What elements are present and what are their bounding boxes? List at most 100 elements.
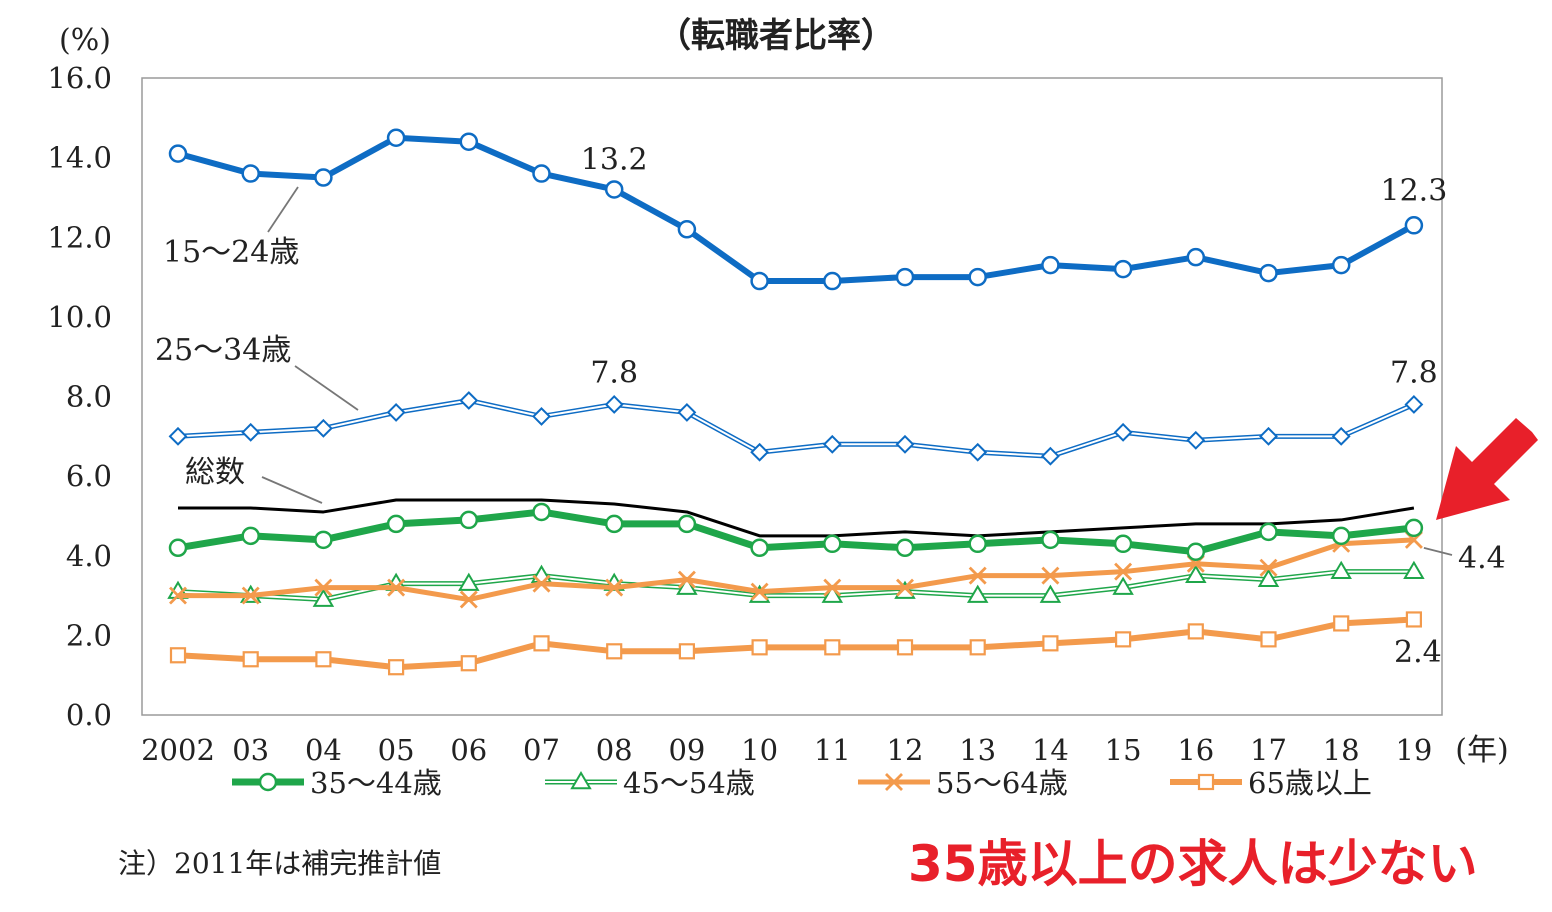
data-label-55-64-2019: 4.4 [1458,541,1506,576]
x-tick-label: 16 [1177,733,1214,767]
data-point [315,651,332,668]
data-point [1041,566,1060,585]
data-point [1331,526,1351,546]
data-point [168,144,188,163]
legend-label: 65歳以上 [1248,766,1372,800]
data-label-25-34-2008: 7.8 [590,355,638,390]
x-tick-label: 05 [378,733,415,767]
data-point [1112,576,1134,595]
data-point [314,578,333,597]
data-point [1113,422,1133,442]
data-point [604,514,624,534]
legend-item-age45_54: 45～54歳 [545,766,755,800]
data-label-15-24-2019: 12.3 [1381,173,1448,208]
y-tick-label: 4.0 [66,539,112,573]
data-point [896,578,914,597]
data-point [314,168,333,187]
y-tick-label: 2.0 [66,618,112,652]
data-point [895,538,915,558]
data-label-65plus-2019: 2.4 [1394,635,1442,670]
series-age25_34 [168,391,1424,466]
x-unit-label: (年) [1455,733,1508,768]
data-point [1039,584,1062,603]
data-point [1186,247,1206,267]
x-tick-label: 08 [596,733,633,767]
plot-frame [141,77,1443,716]
data-point [459,590,478,609]
leader-line [1423,546,1453,556]
leader-line [294,365,359,411]
data-point [532,164,551,183]
data-point [968,566,987,585]
data-point [604,395,624,414]
y-tick-label: 0.0 [66,698,112,732]
data-label-15-24-2008: 13.2 [581,142,648,177]
series-total [178,498,1415,538]
series-line [178,537,1415,603]
series-age35_44 [168,502,1424,562]
data-point [895,434,915,454]
data-point [821,584,844,603]
x-tick-label: 2002 [141,733,215,767]
data-point [605,578,624,597]
x-tick-label: 12 [887,733,924,767]
data-point [242,651,259,668]
y-tick-label: 8.0 [66,380,112,414]
data-point [1040,446,1060,466]
data-point [169,586,187,605]
data-point [1186,542,1206,562]
data-point [823,271,842,291]
data-point [1331,426,1351,446]
data-point [677,403,697,422]
data-point [750,271,769,291]
data-point [387,578,406,597]
x-tick-label: 18 [1323,733,1360,767]
data-point [168,426,188,446]
data-point [1187,623,1204,640]
data-point [750,538,769,558]
series-line [177,134,1416,285]
data-point [1403,560,1425,579]
series-age15_24 [168,128,1424,291]
data-point [1197,773,1215,791]
y-tick-label: 6.0 [66,459,112,493]
data-point [822,434,842,454]
data-label-25-34-2019: 7.8 [1390,355,1438,390]
data-point [1259,522,1278,542]
data-point [241,586,260,605]
data-point [1404,518,1424,538]
series-group [167,128,1425,676]
data-point [823,578,842,597]
data-point [750,442,770,462]
data-point [1114,562,1133,581]
data-point [969,639,986,656]
y-tick-label: 16.0 [47,61,112,95]
series-line [177,616,1415,671]
data-point [678,643,696,660]
data-point [458,572,480,591]
data-point [1405,611,1423,628]
data-point [258,772,278,792]
data-point [885,773,903,791]
data-point [606,643,623,660]
data-point [1259,426,1278,446]
data-point [1331,255,1351,275]
data-point [968,442,988,462]
series-age65plus [169,611,1423,676]
data-point [570,771,592,790]
series-line-inner [177,399,1415,458]
data-point [823,534,842,554]
data-point [241,526,260,546]
callout-text: 35歳以上の求人は少ない [908,835,1478,893]
data-point [677,570,696,589]
data-point [1333,615,1350,632]
y-tick-label: 14.0 [47,141,112,175]
x-tick-label: 15 [1105,733,1142,767]
data-point [386,514,406,534]
data-point [168,538,188,558]
data-point [966,584,989,603]
data-point [388,659,405,676]
legend-item-age55_64: 55～64歳 [858,766,1068,800]
y-tick-label: 12.0 [47,220,112,254]
